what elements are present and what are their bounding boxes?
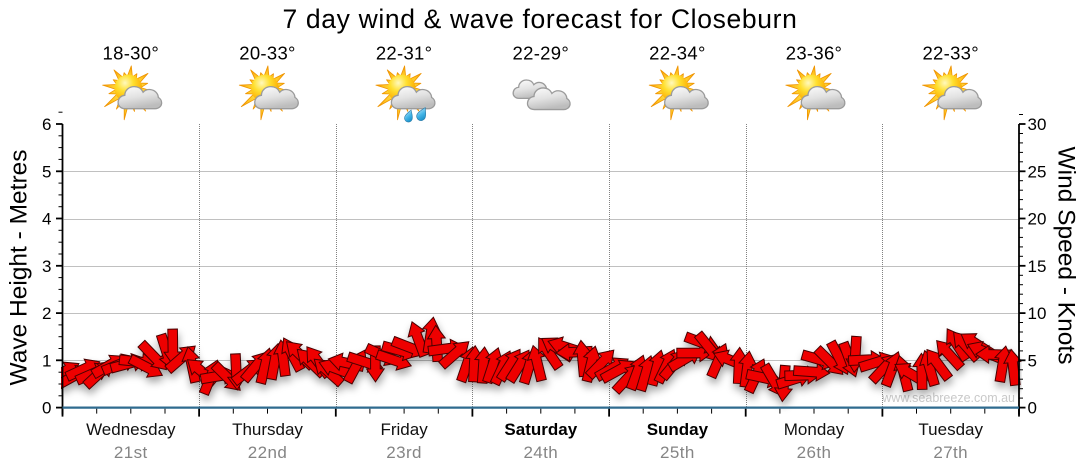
- svg-text:Wave Height - Metres: Wave Height - Metres: [6, 150, 33, 386]
- svg-text:Tuesday: Tuesday: [918, 420, 983, 439]
- svg-text:25th: 25th: [660, 443, 695, 462]
- svg-text:22nd: 22nd: [248, 443, 287, 462]
- svg-text:0: 0: [42, 399, 51, 418]
- svg-text:20-33°: 20-33°: [239, 43, 296, 64]
- svg-text:Wind Speed - Knots: Wind Speed - Knots: [1053, 147, 1080, 365]
- svg-text:30: 30: [1028, 115, 1047, 134]
- svg-text:22-34°: 22-34°: [649, 43, 706, 64]
- svg-text:20: 20: [1028, 210, 1047, 229]
- svg-text:23-36°: 23-36°: [786, 43, 843, 64]
- svg-text:5: 5: [42, 162, 51, 181]
- svg-text:15: 15: [1028, 257, 1047, 276]
- svg-text:27th: 27th: [933, 443, 968, 462]
- svg-text:22-33°: 22-33°: [922, 43, 979, 64]
- svg-text:23rd: 23rd: [386, 443, 422, 462]
- svg-text:3: 3: [42, 257, 51, 276]
- svg-text:24th: 24th: [523, 443, 558, 462]
- svg-text:Wednesday: Wednesday: [86, 420, 176, 439]
- svg-text:6: 6: [42, 115, 51, 134]
- svg-text:Friday: Friday: [380, 420, 428, 439]
- svg-text:1: 1: [42, 351, 51, 370]
- svg-text:2: 2: [42, 304, 51, 323]
- svg-text:4: 4: [42, 210, 51, 229]
- svg-text:7 day wind & wave forecast for: 7 day wind & wave forecast for Closeburn: [282, 4, 797, 34]
- svg-text:0: 0: [1028, 399, 1037, 418]
- svg-text:Saturday: Saturday: [504, 420, 577, 439]
- svg-text:26th: 26th: [797, 443, 832, 462]
- svg-text:10: 10: [1028, 304, 1047, 323]
- svg-text:5: 5: [1028, 351, 1037, 370]
- svg-text:21st: 21st: [114, 443, 148, 462]
- svg-text:22-29°: 22-29°: [513, 43, 570, 64]
- svg-text:Monday: Monday: [784, 420, 845, 439]
- svg-text:22-31°: 22-31°: [376, 43, 433, 64]
- svg-text:25: 25: [1028, 162, 1047, 181]
- svg-text:www.seabreeze.com.au: www.seabreeze.com.au: [881, 391, 1015, 405]
- svg-text:18-30°: 18-30°: [103, 43, 160, 64]
- svg-text:Thursday: Thursday: [232, 420, 303, 439]
- svg-text:Sunday: Sunday: [647, 420, 709, 439]
